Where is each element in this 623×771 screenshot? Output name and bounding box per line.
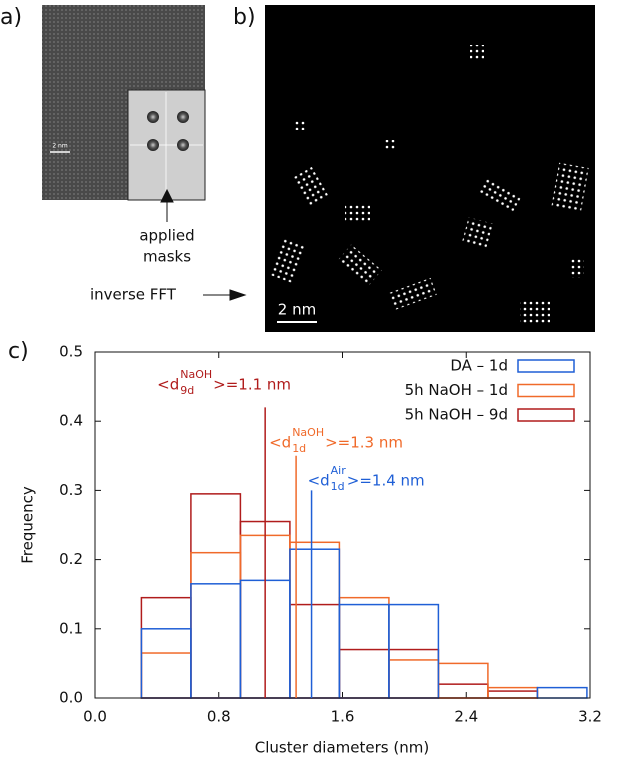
arrow [203,289,247,301]
annotation-sub: 1d [331,480,345,493]
cluster [338,244,382,286]
annotation: applied [139,227,194,245]
legend-label: 5h NaOH – 9d [405,406,508,424]
y-tick-label: 0.1 [59,619,83,637]
histogram-bar [190,551,242,699]
cluster [520,300,550,325]
histogram-bar [536,686,588,699]
histogram-bar [388,648,440,699]
annotation-sup: NaOH [180,368,212,381]
cluster [551,162,589,213]
annotation: >=1.4 nm [347,472,425,490]
cluster [462,217,493,248]
cluster [478,176,522,212]
histogram-bar [388,603,440,699]
annotation: >=1.1 nm [213,376,291,394]
annotation-sub: 1d [292,442,306,455]
histogram-bar [487,690,539,699]
histogram-bar [289,548,341,699]
histogram-bar [289,541,341,699]
annotation-sup: Air [331,464,347,477]
x-tick-label: 1.6 [331,708,355,726]
scale-text: 2 nm [52,143,68,150]
legend-swatch [517,408,575,422]
cluster [470,45,484,59]
histogram-bar [338,648,390,699]
histogram-bar [140,596,192,699]
cluster [385,140,395,150]
y-tick-label: 0.2 [59,550,83,568]
cluster [388,277,437,311]
panel-label: a) [0,5,22,30]
annotation-sub: 9d [180,384,194,397]
annotation: masks [143,248,191,266]
annotation: <d [308,472,330,490]
histogram-bar [437,662,489,699]
x-axis-label: Cluster diameters (nm) [255,739,429,757]
y-tick-label: 0.4 [59,412,83,430]
legend-swatch [517,359,575,373]
histogram-bar [140,652,192,699]
clusters [268,45,589,325]
histogram-bar [338,596,390,699]
histogram-bar [388,659,440,699]
arrow [160,188,174,222]
legend-swatch [517,383,575,398]
legend-label: 5h NaOH – 1d [405,381,508,399]
cluster [292,166,330,209]
y-axis-label: Frequency [19,486,37,564]
annotation: inverse FFT [90,286,177,304]
ifft-image [265,5,595,332]
histogram-bar [338,603,390,699]
histogram-bar [487,686,539,699]
fft-inset [127,89,206,201]
scale-text: 2 nm [278,301,316,319]
annotation-sup: NaOH [292,426,324,439]
annotation: <d [157,376,179,394]
y-tick-label: 0.5 [59,343,83,361]
histogram-bar [190,493,242,699]
x-tick-label: 3.2 [578,708,602,726]
x-tick-label: 0.0 [83,708,107,726]
legend-label: DA – 1d [450,357,508,375]
histogram-bar [437,683,489,699]
annotation: <d [269,434,291,452]
cluster [345,205,370,223]
panel-label: c) [8,339,29,364]
plot-frame [94,351,591,699]
cluster [295,120,305,130]
panel-label: b) [233,5,256,30]
x-tick-label: 0.8 [207,708,231,726]
histogram-bar [190,583,242,699]
annotation: >=1.3 nm [325,434,403,452]
histogram-bar [140,628,192,699]
cluster [570,258,584,278]
y-tick-label: 0.3 [59,481,83,499]
histogram-bar [289,603,341,699]
cluster [268,236,307,284]
x-tick-label: 2.4 [454,708,478,726]
y-tick-label: 0.0 [59,689,83,707]
